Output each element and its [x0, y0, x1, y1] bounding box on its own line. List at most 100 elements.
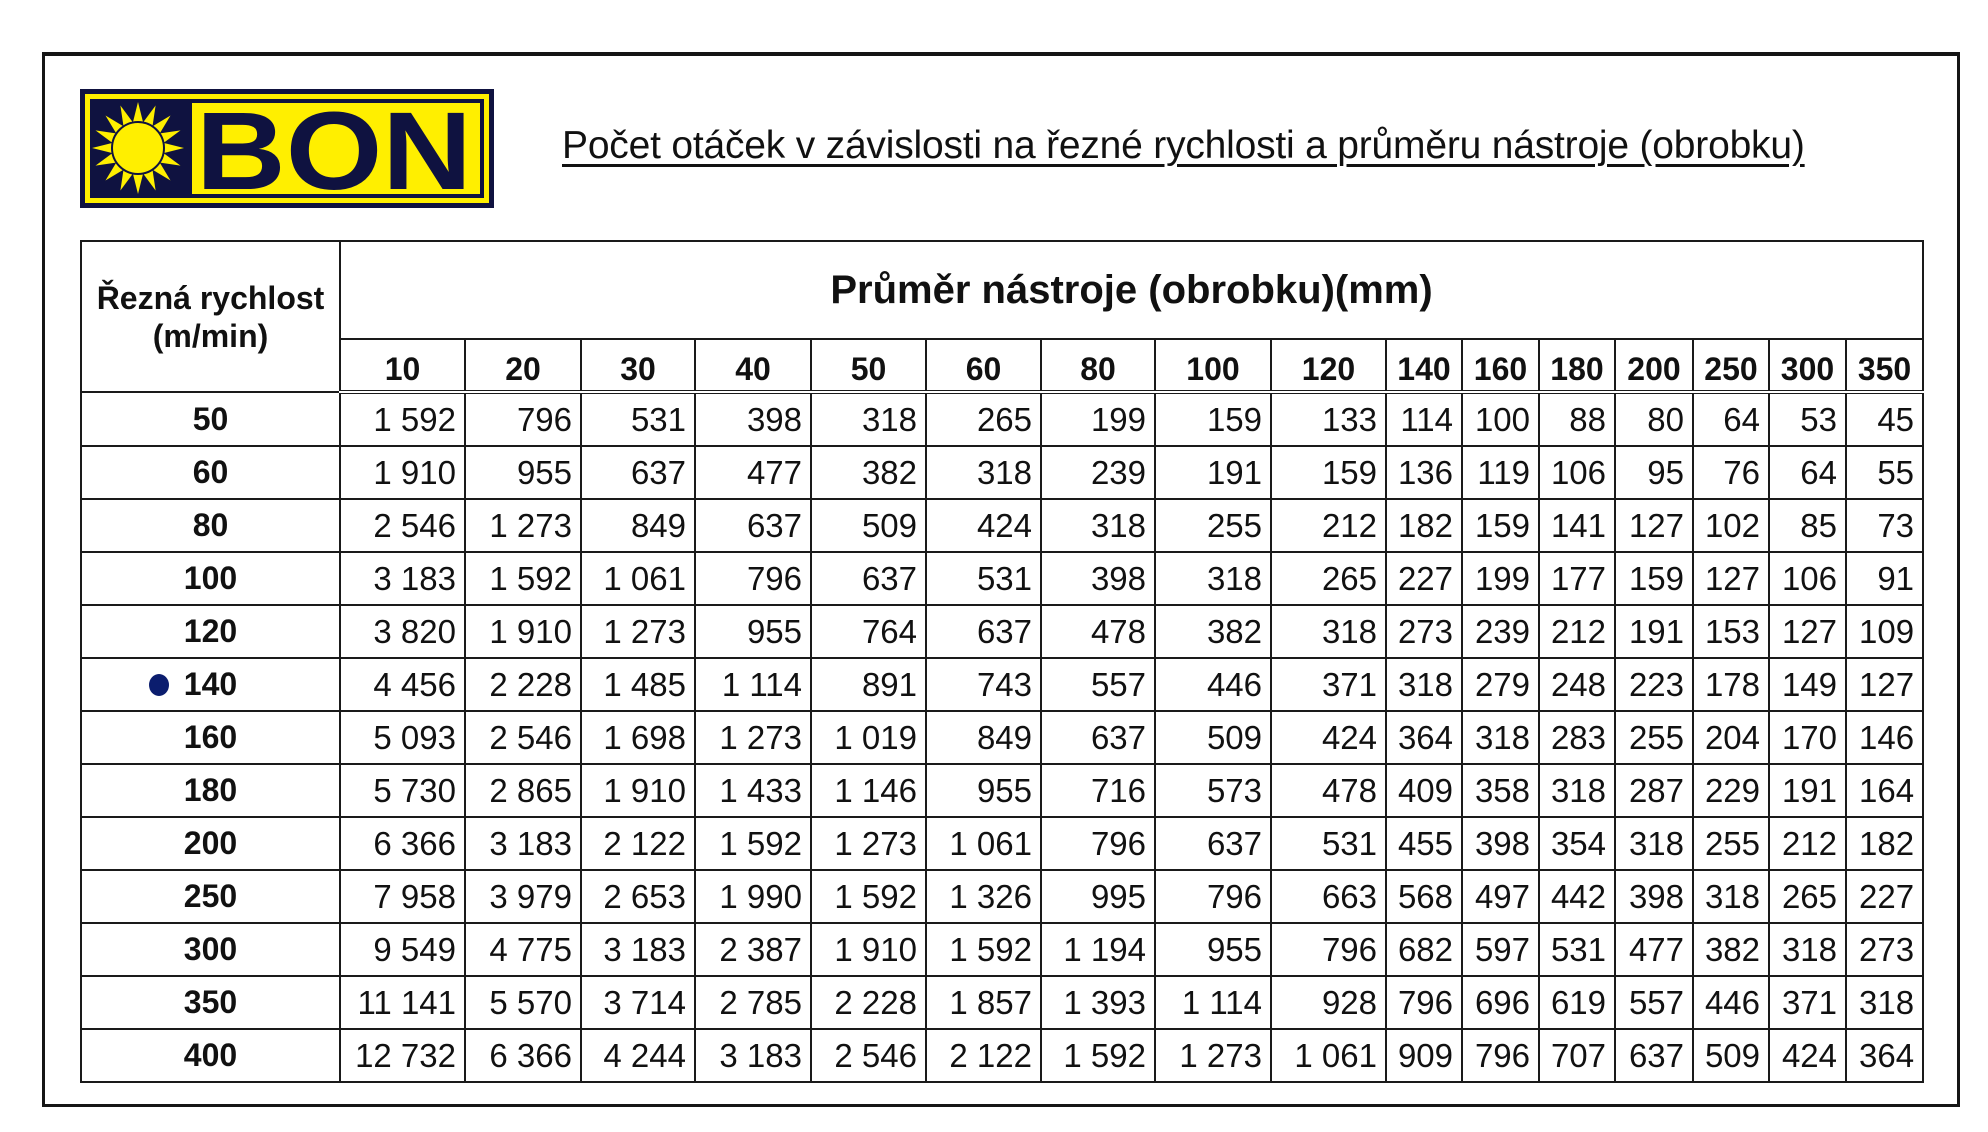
rpm-cell: 637 [925, 604, 1042, 659]
rpm-cell: 398 [1040, 551, 1156, 606]
rpm-cell: 178 [1692, 657, 1770, 712]
row-header-line2: (m/min) [152, 317, 269, 354]
rpm-cell: 4 456 [339, 657, 466, 712]
speed-value: 180 [183, 772, 238, 808]
rpm-cell: 398 [1461, 816, 1540, 871]
rpm-cell: 442 [1538, 869, 1616, 924]
rpm-cell: 159 [1154, 391, 1272, 447]
rpm-cell: 382 [1692, 922, 1770, 977]
row-header-speed: 50 [80, 391, 341, 447]
rpm-cell: 955 [1154, 922, 1272, 977]
sun-ray [160, 153, 181, 166]
column-header-diameter: 300 [1768, 338, 1847, 394]
rpm-cell: 227 [1844, 869, 1925, 924]
rpm-cell: 909 [1385, 1028, 1463, 1083]
rpm-cell: 1 592 [339, 391, 466, 447]
rpm-cell: 509 [810, 498, 927, 553]
rpm-cell: 164 [1844, 763, 1925, 818]
rpm-cell: 1 485 [580, 657, 696, 712]
rpm-cell: 1 273 [464, 498, 582, 553]
rpm-cell: 2 653 [580, 869, 696, 924]
rpm-cell: 1 910 [810, 922, 927, 977]
rpm-cell: 191 [1768, 763, 1847, 818]
rpm-cell: 136 [1385, 445, 1463, 500]
rpm-cell: 955 [464, 445, 582, 500]
rpm-cell: 1 146 [810, 763, 927, 818]
rpm-cell: 109 [1844, 604, 1925, 659]
rpm-cell: 557 [1040, 657, 1156, 712]
rpm-cell: 764 [810, 604, 927, 659]
rpm-cell: 568 [1385, 869, 1463, 924]
rpm-cell: 88 [1538, 391, 1616, 447]
rpm-cell: 127 [1844, 657, 1925, 712]
rpm-cell: 318 [1154, 551, 1272, 606]
rpm-cell: 265 [1768, 869, 1847, 924]
rpm-cell: 1 114 [1154, 975, 1272, 1030]
table-row: 400 12 732 6 366 4 244 3 183 2 546 2 122 1 592 1… [80, 1028, 1925, 1083]
rpm-cell: 318 [1270, 604, 1387, 659]
row-header-speed: 140 [80, 657, 341, 712]
table-row: 350 11 141 5 570 3 714 2 785 2 228 1 857 1 393 1… [80, 975, 1925, 1030]
rpm-cell: 743 [925, 657, 1042, 712]
rpm-cell: 3 183 [464, 816, 582, 871]
rpm-cell: 265 [1270, 551, 1387, 606]
rpm-cell: 928 [1270, 975, 1387, 1030]
sun-ray [95, 130, 116, 143]
rpm-cell: 995 [1040, 869, 1156, 924]
speed-value: 120 [183, 613, 238, 649]
rpm-cell: 9 549 [339, 922, 466, 977]
rpm-cell: 637 [1154, 816, 1272, 871]
row-header-line1: Řezná rychlost [96, 279, 325, 316]
rpm-cell: 1 194 [1040, 922, 1156, 977]
rpm-cell: 1 592 [694, 816, 812, 871]
sun-ray [120, 105, 133, 126]
rpm-cell: 177 [1538, 551, 1616, 606]
speed-value: 200 [183, 825, 238, 861]
rpm-cell: 248 [1538, 657, 1616, 712]
sun-ray [143, 105, 156, 126]
rpm-cell: 1 592 [464, 551, 582, 606]
rpm-cell: 12 732 [339, 1028, 466, 1083]
rpm-cell: 2 546 [464, 710, 582, 765]
table-row: 50 1 592 796 531 398 318 265 199 159 133 114 100 88 8… [80, 391, 1925, 447]
rpm-cell: 2 865 [464, 763, 582, 818]
speed-value: 80 [192, 507, 229, 543]
rpm-cell: 106 [1538, 445, 1616, 500]
row-header: Řezná rychlost (m/min) [80, 240, 341, 393]
rpm-cell: 478 [1270, 763, 1387, 818]
rpm-cell: 273 [1385, 604, 1463, 659]
rpm-cell: 2 546 [810, 1028, 927, 1083]
table-row: 200 6 366 3 183 2 122 1 592 1 273 1 061 796 637 5… [80, 816, 1925, 871]
rpm-cell: 1 857 [925, 975, 1042, 1030]
rpm-cell: 364 [1385, 710, 1463, 765]
rpm-cell: 318 [1538, 763, 1616, 818]
rpm-cell: 4 775 [464, 922, 582, 977]
rpm-cell: 796 [1461, 1028, 1540, 1083]
rpm-cell: 2 228 [810, 975, 927, 1030]
table-row: 120 3 820 1 910 1 273 955 764 637 478 382 318 273 2… [80, 604, 1925, 659]
rpm-cell: 557 [1614, 975, 1694, 1030]
row-header-speed: 400 [80, 1028, 341, 1083]
rpm-cell: 1 990 [694, 869, 812, 924]
logo-text: BON [196, 90, 472, 208]
rpm-cell: 239 [1461, 604, 1540, 659]
rpm-cell: 364 [1844, 1028, 1925, 1083]
rpm-cell: 371 [1768, 975, 1847, 1030]
table-row: 250 7 958 3 979 2 653 1 990 1 592 1 326 995 796 6… [80, 869, 1925, 924]
rpm-cell: 849 [580, 498, 696, 553]
rpm-cell: 6 366 [464, 1028, 582, 1083]
rpm-cell: 159 [1614, 551, 1694, 606]
rpm-cell: 85 [1768, 498, 1847, 553]
rpm-cell: 318 [925, 445, 1042, 500]
speed-value: 60 [192, 454, 229, 490]
rpm-cell: 64 [1768, 445, 1847, 500]
rpm-cell: 573 [1154, 763, 1272, 818]
rpm-cell: 619 [1538, 975, 1616, 1030]
rpm-cell: 716 [1040, 763, 1156, 818]
rpm-cell: 696 [1461, 975, 1540, 1030]
rpm-table: Řezná rychlost (m/min) Průměr nástroje (o… [80, 240, 1925, 1083]
rpm-cell: 2 546 [339, 498, 466, 553]
rpm-cell: 477 [694, 445, 812, 500]
rpm-cell: 637 [1614, 1028, 1694, 1083]
rpm-cell: 182 [1385, 498, 1463, 553]
